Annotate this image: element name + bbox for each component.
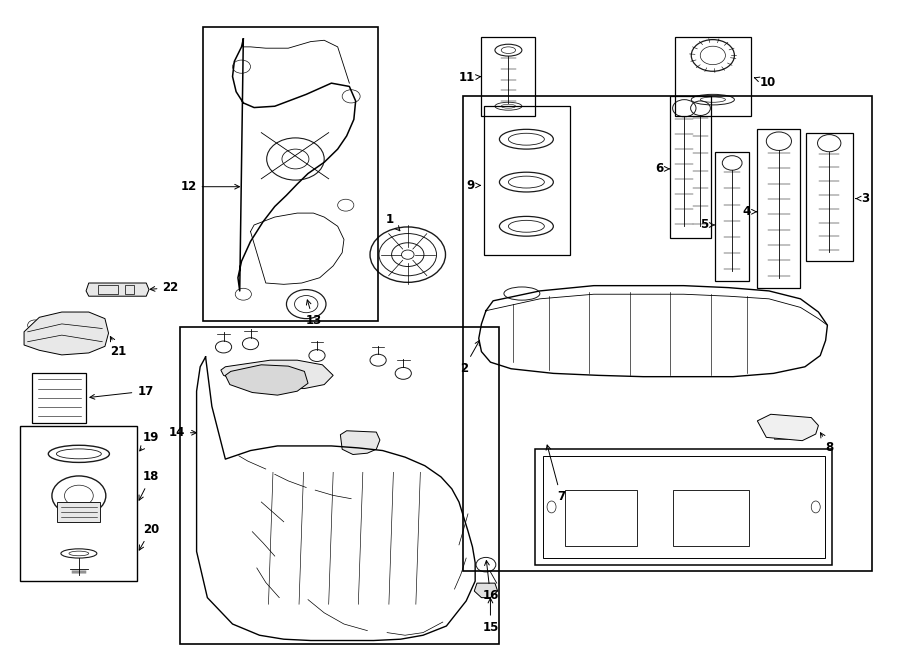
Text: 1: 1 <box>386 214 400 231</box>
Bar <box>98 285 118 293</box>
Bar <box>32 373 86 423</box>
Bar <box>806 133 852 261</box>
Text: 4: 4 <box>742 206 757 218</box>
Text: 11: 11 <box>459 71 481 85</box>
Bar <box>670 97 711 238</box>
Bar <box>675 37 751 116</box>
Polygon shape <box>340 431 380 455</box>
Text: 8: 8 <box>821 433 834 454</box>
Text: 18: 18 <box>139 471 159 500</box>
Polygon shape <box>24 312 109 355</box>
Text: 5: 5 <box>700 219 715 231</box>
Text: 19: 19 <box>140 431 159 451</box>
Bar <box>21 426 138 581</box>
Text: 13: 13 <box>305 300 321 327</box>
Polygon shape <box>757 414 818 441</box>
Bar <box>58 502 101 522</box>
Bar <box>464 97 872 571</box>
Bar <box>484 106 570 254</box>
Text: 10: 10 <box>754 76 777 89</box>
Bar <box>536 449 832 564</box>
Polygon shape <box>86 283 149 296</box>
Bar <box>543 456 824 558</box>
Text: 2: 2 <box>460 340 480 375</box>
Text: 7: 7 <box>546 445 565 503</box>
Bar <box>202 27 378 321</box>
Polygon shape <box>220 360 333 389</box>
Text: 6: 6 <box>655 163 670 175</box>
Bar <box>180 327 500 644</box>
Text: 12: 12 <box>180 180 239 193</box>
Text: 15: 15 <box>482 598 499 634</box>
Bar <box>716 153 749 281</box>
Text: 20: 20 <box>140 524 159 550</box>
Polygon shape <box>474 583 498 598</box>
Text: 22: 22 <box>150 281 179 294</box>
Bar <box>125 285 134 293</box>
Bar <box>673 490 749 546</box>
Text: 9: 9 <box>466 179 481 192</box>
Text: 14: 14 <box>168 426 196 440</box>
Polygon shape <box>225 365 308 395</box>
Bar <box>482 37 536 116</box>
Text: 16: 16 <box>482 561 499 602</box>
Bar <box>773 431 787 439</box>
Text: 3: 3 <box>856 192 869 205</box>
Text: 21: 21 <box>111 336 127 358</box>
Bar <box>565 490 637 546</box>
Bar <box>757 130 800 288</box>
Bar <box>764 423 778 431</box>
Text: 17: 17 <box>90 385 154 399</box>
